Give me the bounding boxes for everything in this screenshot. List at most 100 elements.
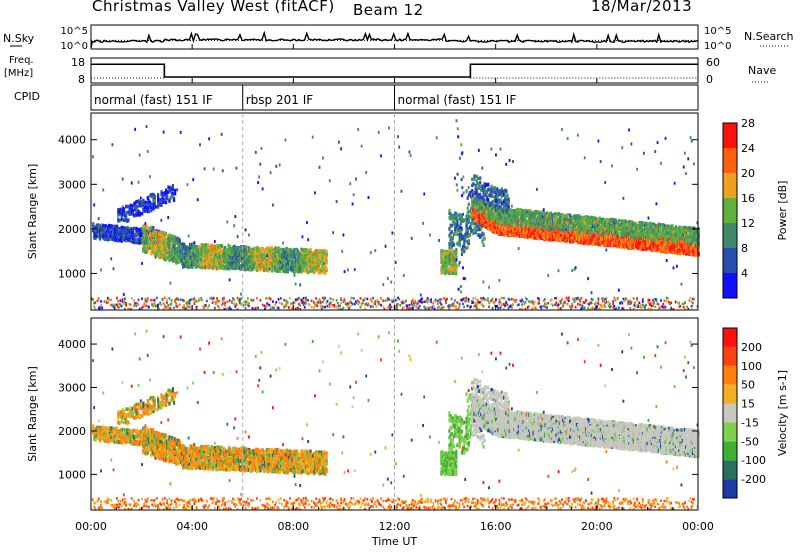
- velocity-mark: [138, 405, 142, 410]
- velocity-mark: [234, 458, 237, 462]
- power-mark: [185, 261, 188, 265]
- velocity-mark: [172, 444, 176, 448]
- velocity-mark: [137, 384, 140, 388]
- velocity-mark: [269, 498, 272, 501]
- velocity-mark: [147, 505, 150, 509]
- power-mark: [236, 307, 239, 311]
- power-mark: [166, 301, 168, 304]
- power-mark: [252, 257, 255, 262]
- velocity-mark: [102, 434, 105, 439]
- power-mark: [129, 210, 132, 214]
- velocity-mark: [210, 458, 213, 463]
- velocity-mark: [193, 448, 196, 453]
- power-mark: [110, 233, 113, 238]
- velocity-mark: [97, 432, 101, 437]
- power-mark: [228, 261, 231, 266]
- velocity-mark: [273, 464, 276, 468]
- power-mark: [262, 253, 266, 258]
- power-mark: [122, 207, 126, 211]
- power-mark: [259, 265, 262, 269]
- power-mark: [204, 304, 207, 307]
- power-mark: [121, 208, 124, 213]
- velocity-mark: [117, 505, 119, 509]
- velocity-mark: [93, 432, 96, 437]
- velocity-mark: [265, 466, 268, 470]
- power-mark: [186, 304, 189, 307]
- power-mark: [188, 250, 192, 254]
- power-mark: [171, 191, 175, 196]
- power-mark: [245, 249, 248, 254]
- power-mark: [164, 232, 168, 236]
- power-mark: [118, 212, 121, 216]
- velocity-mark: [147, 440, 151, 445]
- velocity-mark: [193, 442, 196, 446]
- power-mark: [240, 244, 243, 249]
- power-mark: [195, 262, 198, 267]
- velocity-mark: [180, 462, 184, 467]
- power-mark: [145, 234, 148, 239]
- velocity-mark: [229, 508, 232, 511]
- power-mark: [144, 208, 147, 213]
- power-mark: [141, 211, 144, 216]
- power-mark: [221, 299, 224, 302]
- power-mark: [109, 225, 112, 229]
- velocity-mark: [252, 451, 255, 456]
- power-mark: [117, 238, 120, 243]
- velocity-mark: [241, 453, 244, 458]
- velocity-mark: [157, 436, 160, 441]
- power-mark: [237, 263, 241, 268]
- velocity-mark: [151, 397, 154, 402]
- power-mark: [248, 266, 251, 271]
- velocity-mark: [131, 434, 135, 439]
- velocity-mark: [143, 439, 146, 443]
- power-mark: [169, 281, 172, 285]
- power-mark: [242, 253, 245, 257]
- velocity-mark: [251, 452, 254, 456]
- velocity-mark: [205, 460, 209, 464]
- velocity-mark: [259, 459, 262, 463]
- power-mark: [224, 265, 227, 270]
- velocity-mark: [245, 450, 248, 455]
- power-mark: [163, 304, 166, 307]
- power-mark: [251, 306, 254, 310]
- velocity-mark: [130, 441, 134, 445]
- velocity-mark: [152, 442, 155, 447]
- velocity-mark: [225, 463, 228, 467]
- power-mark: [259, 257, 262, 262]
- velocity-mark: [144, 447, 147, 452]
- velocity-mark: [237, 464, 241, 469]
- velocity-mark: [100, 469, 102, 473]
- power-mark: [174, 188, 177, 193]
- power-mark: [158, 249, 161, 254]
- power-mark: [177, 298, 180, 302]
- power-mark: [191, 242, 194, 247]
- power-mark: [168, 307, 171, 311]
- power-mark: [261, 252, 264, 257]
- power-mark: [201, 252, 204, 256]
- power-mark: [129, 303, 132, 307]
- power-mark: [199, 245, 202, 250]
- velocity-mark: [133, 439, 136, 443]
- velocity-mark: [139, 439, 143, 444]
- power-mark: [212, 246, 215, 251]
- velocity-mark: [257, 452, 260, 457]
- velocity-mark: [251, 468, 254, 473]
- velocity-mark: [119, 503, 122, 506]
- power-mark: [253, 250, 256, 255]
- power-mark: [256, 251, 259, 256]
- power-mark: [142, 229, 145, 234]
- velocity-mark: [253, 452, 256, 456]
- velocity-mark: [128, 407, 131, 411]
- velocity-mark: [100, 432, 103, 437]
- velocity-mark: [178, 450, 181, 454]
- power-mark: [236, 247, 239, 252]
- power-mark: [230, 246, 234, 251]
- power-mark: [233, 224, 236, 228]
- velocity-mark: [127, 507, 130, 511]
- velocity-mark: [245, 453, 248, 458]
- power-mark: [119, 299, 122, 302]
- velocity-mark: [236, 497, 239, 500]
- power-mark: [167, 185, 170, 189]
- velocity-mark: [185, 446, 188, 451]
- power-mark: [130, 237, 134, 241]
